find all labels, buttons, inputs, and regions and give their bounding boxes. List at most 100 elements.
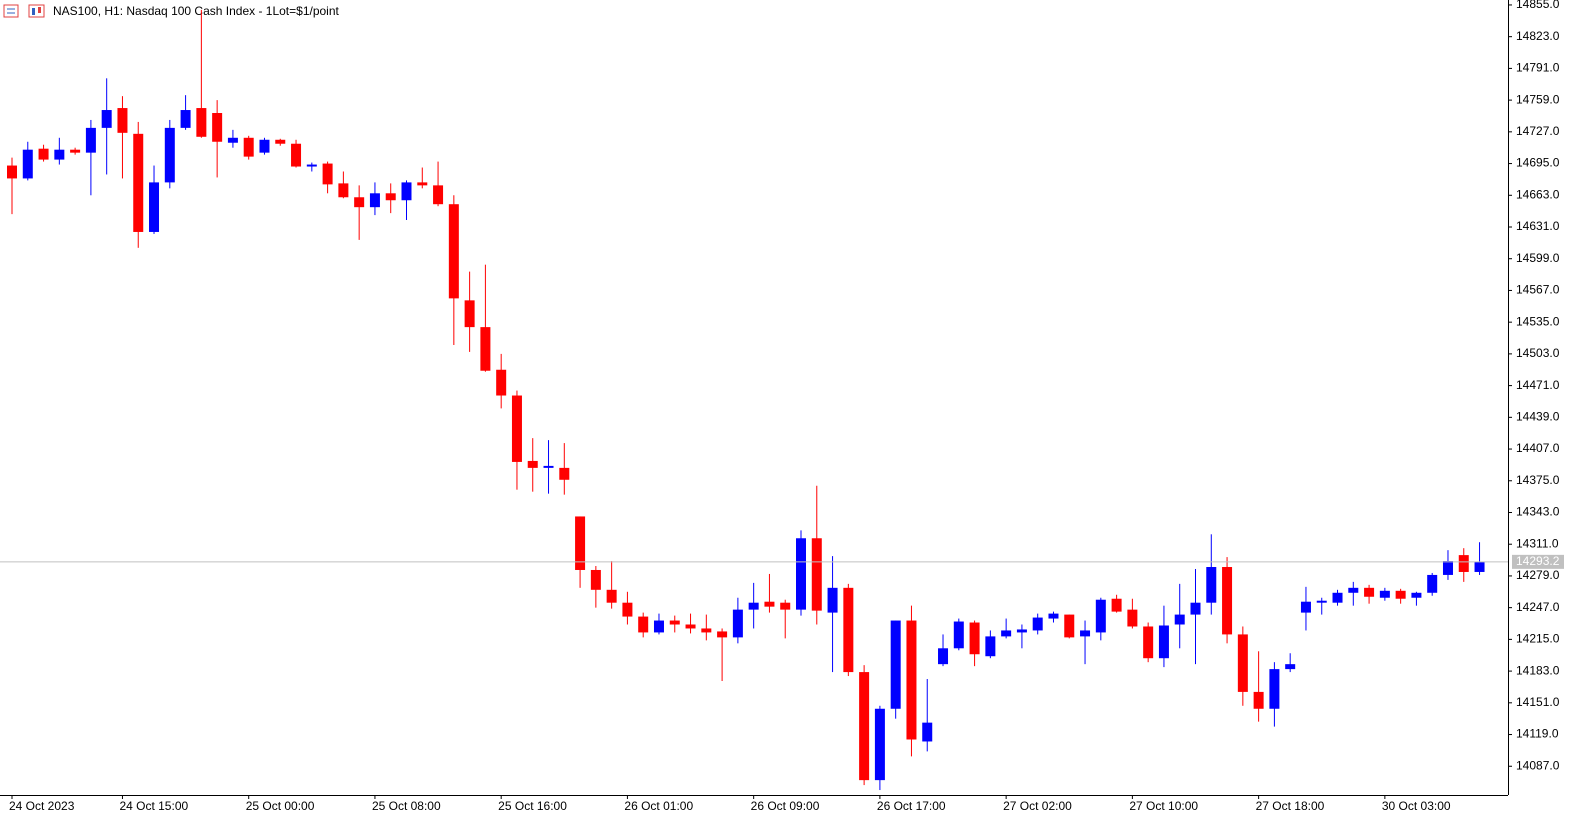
candle-body	[133, 133, 144, 232]
y-tick-label: 14407.0	[1516, 441, 1560, 455]
candle-body	[985, 636, 996, 657]
candle-body	[417, 182, 428, 186]
candle-body	[1095, 599, 1106, 633]
candle-body	[1269, 669, 1280, 709]
candle-body	[1411, 592, 1422, 598]
candle-body	[385, 193, 396, 201]
candle-body	[938, 648, 949, 665]
candle-body	[1442, 561, 1453, 575]
candle-body	[22, 149, 33, 179]
candle-body	[85, 127, 96, 153]
candle-body	[243, 137, 254, 157]
candle-body	[559, 467, 570, 480]
candle-body	[322, 163, 333, 185]
last-price-box	[1512, 554, 1564, 569]
chart-title: NAS100, H1: Nasdaq 100 Cash Index - 1Lot…	[53, 4, 340, 18]
candle-body	[1127, 609, 1138, 627]
y-tick-label: 14823.0	[1516, 29, 1560, 43]
candle-body	[1174, 614, 1185, 625]
candle-body	[906, 620, 917, 740]
candle-body	[701, 628, 712, 633]
candle-body	[969, 622, 980, 655]
candle-body	[164, 127, 175, 183]
candle-body	[1080, 630, 1091, 637]
candle-body	[149, 182, 160, 232]
candle-body	[811, 538, 822, 611]
candle-body	[543, 465, 554, 468]
candle-body	[7, 165, 17, 179]
y-tick-label: 14503.0	[1516, 346, 1560, 360]
candle-body	[1048, 613, 1059, 619]
icon-list[interactable]	[3, 4, 19, 18]
chart-icons	[3, 4, 45, 18]
candle-body	[338, 183, 349, 198]
candle-body	[259, 139, 270, 153]
candle-body	[527, 460, 538, 468]
candle-body	[70, 149, 81, 153]
candle-body	[653, 620, 664, 633]
y-tick-label: 14631.0	[1516, 219, 1560, 233]
candle-body	[685, 624, 696, 629]
last-price-label: 14293.2	[1516, 554, 1560, 568]
candle-body	[638, 616, 649, 633]
candle-body	[196, 108, 207, 137]
x-tick-label: 26 Oct 09:00	[751, 799, 820, 813]
candle-body	[1285, 664, 1296, 670]
candle-body	[480, 327, 491, 371]
candle-body	[748, 602, 759, 610]
candle-body	[843, 587, 854, 673]
x-tick-label: 24 Oct 15:00	[119, 799, 188, 813]
candle-body	[227, 137, 238, 143]
candle-body	[433, 185, 444, 205]
candle-body	[732, 609, 743, 638]
candle-body	[669, 620, 680, 625]
candle-body	[922, 722, 933, 742]
candle-body	[496, 369, 507, 396]
candle-body	[464, 300, 475, 328]
candle-body	[1253, 691, 1264, 709]
y-tick-label: 14663.0	[1516, 187, 1560, 201]
candle-body	[859, 672, 870, 781]
icon-chart[interactable]	[28, 4, 45, 18]
candle-body	[590, 569, 601, 590]
candle-body	[717, 631, 728, 638]
candle-body	[101, 110, 112, 128]
candle-body	[606, 589, 617, 603]
candle-body	[275, 139, 286, 144]
candle-body	[796, 538, 806, 610]
candle-body	[1032, 617, 1043, 631]
y-tick-label: 14247.0	[1516, 600, 1560, 614]
x-tick-label: 27 Oct 18:00	[1256, 799, 1325, 813]
candle-body	[306, 164, 317, 167]
y-tick-label: 14535.0	[1516, 314, 1560, 328]
y-tick-label: 14375.0	[1516, 473, 1560, 487]
candle-body	[38, 148, 49, 160]
candle-body	[953, 621, 964, 649]
y-tick-label: 14759.0	[1516, 92, 1560, 106]
x-tick-label: 27 Oct 02:00	[1003, 799, 1072, 813]
candle-body	[117, 108, 128, 133]
candle-body	[212, 113, 223, 142]
candle-body	[1158, 625, 1169, 659]
icon-bar	[38, 7, 41, 13]
candle-body	[1206, 567, 1217, 603]
candle-body	[1332, 592, 1343, 603]
candle-body	[511, 395, 522, 462]
candle-body	[401, 182, 412, 201]
y-tick-label: 14215.0	[1516, 632, 1560, 646]
y-tick-label: 14343.0	[1516, 505, 1560, 519]
x-tick-label: 26 Oct 01:00	[624, 799, 693, 813]
y-tick-label: 14439.0	[1516, 409, 1560, 423]
x-tick-label: 25 Oct 08:00	[372, 799, 441, 813]
candle-body	[1458, 555, 1469, 572]
candle-body	[874, 708, 885, 781]
y-tick-label: 14279.0	[1516, 568, 1560, 582]
candle-body	[575, 516, 586, 570]
x-tick-label: 26 Oct 17:00	[877, 799, 946, 813]
y-tick-label: 14087.0	[1516, 758, 1560, 772]
y-tick-label: 14855.0	[1516, 0, 1560, 11]
candle-body	[1427, 574, 1438, 593]
y-tick-label: 14311.0	[1516, 536, 1559, 550]
